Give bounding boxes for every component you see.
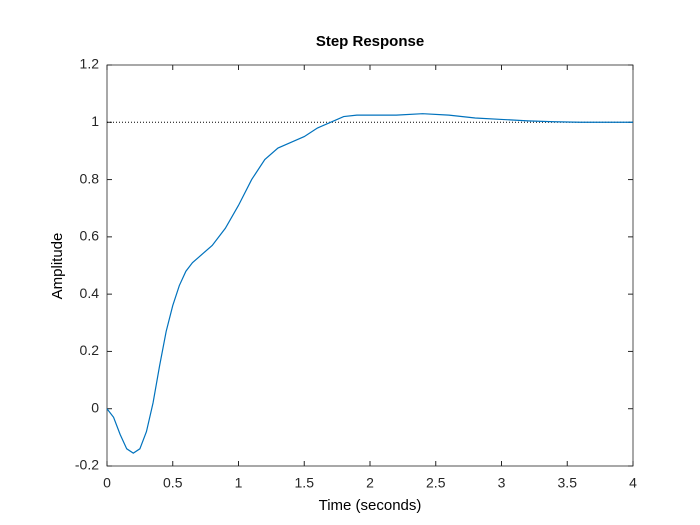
x-tick-label: 3 xyxy=(498,475,506,491)
x-axis-label: Time (seconds) xyxy=(319,497,422,514)
x-tick-label: 4 xyxy=(629,475,637,491)
x-tick-label: 1 xyxy=(235,475,243,491)
chart-title: Step Response xyxy=(316,33,424,50)
x-tick-label: 3.5 xyxy=(558,475,578,491)
x-tick-label: 0.5 xyxy=(163,475,183,491)
y-axis-label: Amplitude xyxy=(49,233,66,300)
y-tick-label: 0.8 xyxy=(80,170,100,186)
x-tick-label: 2 xyxy=(366,475,374,491)
y-tick-label: -0.2 xyxy=(75,457,99,473)
y-tick-label: 1 xyxy=(91,113,99,129)
x-tick-label: 2.5 xyxy=(426,475,446,491)
y-tick-label: 0 xyxy=(91,399,99,415)
line-series xyxy=(106,113,633,454)
y-tick-label: 1.2 xyxy=(80,56,100,72)
x-tick-label: 0 xyxy=(103,475,111,491)
y-tick-label: 0.4 xyxy=(80,285,100,301)
y-tick-label: 0.2 xyxy=(80,342,100,358)
x-tick-label: 1.5 xyxy=(295,475,315,491)
y-tick-label: 0.6 xyxy=(80,228,100,244)
